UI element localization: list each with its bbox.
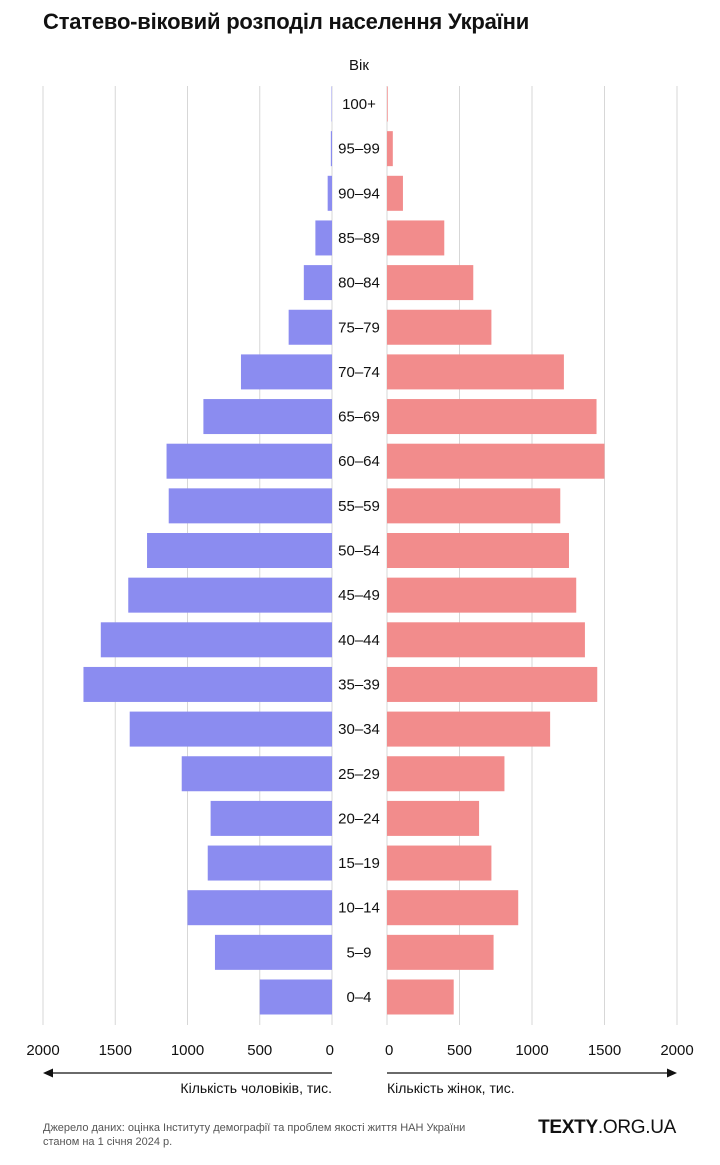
x-tick-right-0: 0 — [385, 1042, 393, 1059]
bar-male-40–44 — [100, 622, 332, 658]
bar-female-25–29 — [387, 756, 505, 792]
bar-male-85–89 — [315, 220, 332, 256]
age-label-80–84: 80–84 — [338, 275, 380, 292]
bar-female-75–79 — [387, 309, 492, 345]
chart-title: Статево-віковий розподіл населення Украї… — [43, 9, 530, 34]
bar-male-35–39 — [83, 666, 333, 702]
bar-male-5–9 — [214, 934, 332, 970]
bar-female-95–99 — [387, 131, 393, 167]
bar-male-15–19 — [207, 845, 332, 881]
bar-female-100+ — [387, 86, 388, 122]
bar-male-20–24 — [210, 800, 332, 836]
arrow-right-head — [667, 1068, 677, 1078]
x-tick-left-500: 500 — [247, 1042, 272, 1059]
bar-male-0–4 — [259, 979, 332, 1015]
bar-female-20–24 — [387, 800, 480, 836]
bar-female-35–39 — [387, 666, 598, 702]
bar-male-30–34 — [129, 711, 332, 747]
bar-female-40–44 — [387, 622, 585, 658]
age-label-40–44: 40–44 — [338, 632, 380, 649]
bar-female-90–94 — [387, 175, 403, 211]
age-label-0–4: 0–4 — [346, 989, 371, 1006]
bar-male-45–49 — [128, 577, 332, 613]
bar-male-75–79 — [288, 309, 332, 345]
age-label-10–14: 10–14 — [338, 900, 380, 917]
bar-female-85–89 — [387, 220, 445, 256]
arrow-left-head — [43, 1068, 53, 1078]
x-tick-left-1500: 1500 — [99, 1042, 132, 1059]
bar-female-70–74 — [387, 354, 564, 390]
age-label-65–69: 65–69 — [338, 409, 380, 426]
bar-male-70–74 — [240, 354, 332, 390]
brand-rest: .ORG.UA — [597, 1117, 676, 1138]
bar-male-50–54 — [147, 533, 332, 568]
bar-male-80–84 — [303, 265, 332, 301]
bar-female-15–19 — [387, 845, 492, 881]
bar-female-45–49 — [387, 577, 577, 613]
age-label-25–29: 25–29 — [338, 766, 380, 783]
x-tick-left-1000: 1000 — [171, 1042, 204, 1059]
age-label-35–39: 35–39 — [338, 676, 380, 693]
source-note: Джерело даних: оцінка Інституту демограф… — [43, 1121, 523, 1149]
x-tick-right-2000: 2000 — [660, 1042, 693, 1059]
source-line-2: станом на 1 січня 2024 р. — [43, 1136, 173, 1148]
age-label-15–19: 15–19 — [338, 855, 380, 872]
age-label-95–99: 95–99 — [338, 141, 380, 158]
bar-female-5–9 — [387, 934, 494, 970]
age-label-100+: 100+ — [342, 96, 376, 113]
age-label-20–24: 20–24 — [338, 810, 380, 827]
age-label-5–9: 5–9 — [346, 944, 371, 961]
age-label-90–94: 90–94 — [338, 185, 380, 202]
bar-female-55–59 — [387, 488, 561, 524]
age-label-60–64: 60–64 — [338, 453, 380, 470]
x-tick-left-0: 0 — [326, 1042, 334, 1059]
bar-female-10–14 — [387, 890, 519, 926]
age-label-30–34: 30–34 — [338, 721, 380, 738]
bar-male-60–64 — [166, 443, 332, 479]
age-label-50–54: 50–54 — [338, 543, 380, 560]
bar-female-65–69 — [387, 399, 597, 435]
age-label-55–59: 55–59 — [338, 498, 380, 515]
bar-male-65–69 — [203, 399, 332, 435]
x-axis-label-male: Кількість чоловіків, тис. — [180, 1080, 332, 1096]
bar-male-25–29 — [181, 756, 332, 792]
bar-male-90–94 — [327, 175, 332, 211]
age-label-70–74: 70–74 — [338, 364, 380, 381]
bar-male-95–99 — [330, 131, 332, 167]
x-tick-left-2000: 2000 — [26, 1042, 59, 1059]
brand-bold: TEXTY — [538, 1117, 598, 1138]
age-label-85–89: 85–89 — [338, 230, 380, 247]
bar-female-0–4 — [387, 979, 454, 1015]
x-axis-label-female: Кількість жінок, тис. — [387, 1080, 515, 1096]
bar-male-10–14 — [187, 890, 332, 926]
bar-female-30–34 — [387, 711, 551, 747]
x-tick-right-500: 500 — [447, 1042, 472, 1059]
x-tick-right-1500: 1500 — [588, 1042, 621, 1059]
bar-male-55–59 — [168, 488, 332, 524]
x-tick-right-1000: 1000 — [515, 1042, 548, 1059]
bar-female-80–84 — [387, 265, 474, 301]
source-line-1: Джерело даних: оцінка Інституту демограф… — [43, 1122, 466, 1134]
bar-female-60–64 — [387, 443, 605, 479]
age-label-45–49: 45–49 — [338, 587, 380, 604]
bar-female-50–54 — [387, 533, 569, 568]
center-axis-label: Вік — [349, 57, 369, 74]
age-label-75–79: 75–79 — [338, 319, 380, 336]
brand-logo[interactable]: TEXTY.ORG.UA — [538, 1117, 676, 1139]
